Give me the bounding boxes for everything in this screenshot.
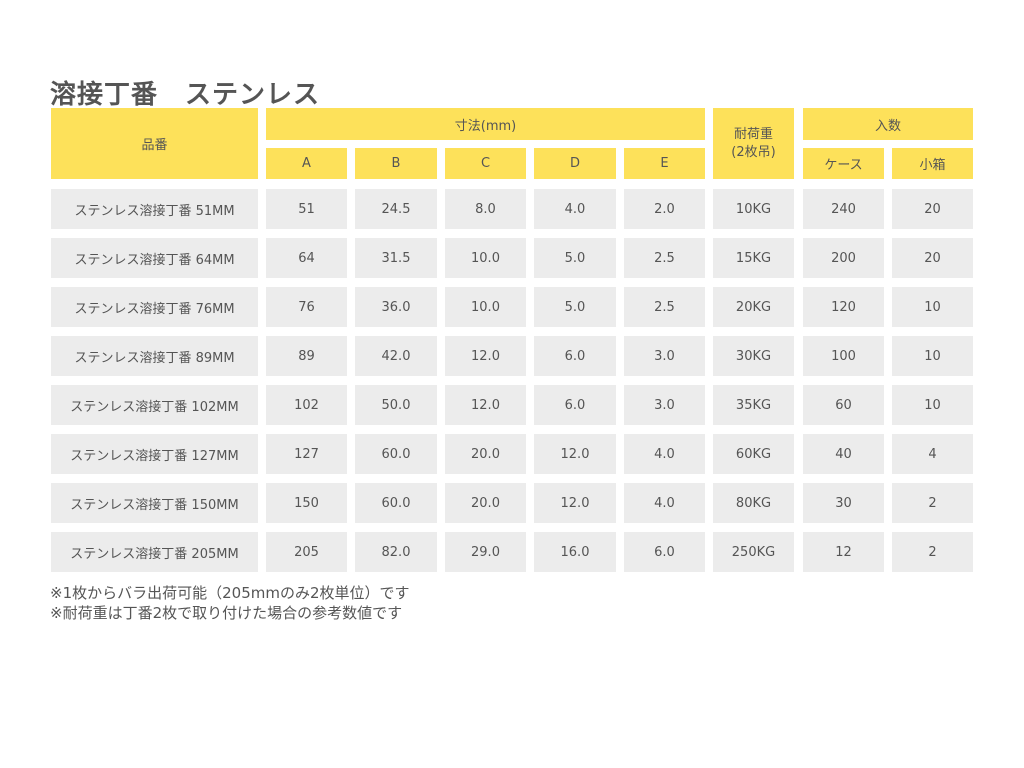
table-cell: 30KG bbox=[713, 336, 794, 376]
table-cell: 20.0 bbox=[445, 483, 526, 523]
table-cell: 60 bbox=[803, 385, 884, 425]
table-cell: 127 bbox=[266, 434, 347, 474]
table-cell: 3.0 bbox=[624, 336, 705, 376]
table-cell: 240 bbox=[803, 189, 884, 229]
table-cell: 20 bbox=[892, 189, 973, 229]
table-cell: ステンレス溶接丁番 150MM bbox=[51, 483, 258, 523]
table-cell: ステンレス溶接丁番 127MM bbox=[51, 434, 258, 474]
table-cell: 205 bbox=[266, 532, 347, 572]
header-load: 耐荷重 (2枚吊) bbox=[713, 108, 794, 179]
table-cell: 60.0 bbox=[355, 434, 437, 474]
table-cell: 12.0 bbox=[445, 336, 526, 376]
table-cell: 12.0 bbox=[534, 483, 616, 523]
table-cell: 76 bbox=[266, 287, 347, 327]
table-cell: 12.0 bbox=[534, 434, 616, 474]
note-load: ※耐荷重は丁番2枚で取り付けた場合の参考数値です bbox=[50, 604, 403, 622]
table-cell: 4.0 bbox=[534, 189, 616, 229]
header-dim-d: D bbox=[534, 148, 616, 179]
table-cell: 82.0 bbox=[355, 532, 437, 572]
table-cell: 89 bbox=[266, 336, 347, 376]
note-shipping: ※1枚からバラ出荷可能（205mmのみ2枚単位）です bbox=[50, 584, 410, 602]
table-cell: 15KG bbox=[713, 238, 794, 278]
header-part-no: 品番 bbox=[51, 108, 258, 179]
table-cell: 4 bbox=[892, 434, 973, 474]
header-qty-box: 小箱 bbox=[892, 148, 973, 179]
table-cell: 6.0 bbox=[534, 385, 616, 425]
table-cell: 12.0 bbox=[445, 385, 526, 425]
table-cell: 64 bbox=[266, 238, 347, 278]
table-cell: 10.0 bbox=[445, 287, 526, 327]
header-dimensions: 寸法(mm) bbox=[266, 108, 705, 140]
table-cell: 200 bbox=[803, 238, 884, 278]
table-cell: 150 bbox=[266, 483, 347, 523]
table-cell: 29.0 bbox=[445, 532, 526, 572]
table-cell: 2 bbox=[892, 483, 973, 523]
header-dim-b: B bbox=[355, 148, 437, 179]
table-cell: 2.5 bbox=[624, 287, 705, 327]
table-cell: 4.0 bbox=[624, 434, 705, 474]
table-cell: 35KG bbox=[713, 385, 794, 425]
table-cell: ステンレス溶接丁番 205MM bbox=[51, 532, 258, 572]
table-cell: 10 bbox=[892, 287, 973, 327]
header-quantity: 入数 bbox=[803, 108, 973, 140]
header-dim-c: C bbox=[445, 148, 526, 179]
table-cell: 10.0 bbox=[445, 238, 526, 278]
table-cell: 60KG bbox=[713, 434, 794, 474]
table-cell: ステンレス溶接丁番 76MM bbox=[51, 287, 258, 327]
table-cell: 5.0 bbox=[534, 287, 616, 327]
table-cell: 6.0 bbox=[624, 532, 705, 572]
table-cell: ステンレス溶接丁番 64MM bbox=[51, 238, 258, 278]
page-title: 溶接丁番 ステンレス bbox=[50, 80, 321, 110]
notes: ※1枚からバラ出荷可能（205mmのみ2枚単位）です ※耐荷重は丁番2枚で取り付… bbox=[50, 583, 410, 623]
table-cell: ステンレス溶接丁番 89MM bbox=[51, 336, 258, 376]
table-cell: 51 bbox=[266, 189, 347, 229]
table-cell: 20KG bbox=[713, 287, 794, 327]
table-cell: 80KG bbox=[713, 483, 794, 523]
table-cell: 100 bbox=[803, 336, 884, 376]
table-cell: ステンレス溶接丁番 51MM bbox=[51, 189, 258, 229]
table-cell: 60.0 bbox=[355, 483, 437, 523]
table-cell: 20.0 bbox=[445, 434, 526, 474]
table-cell: 10KG bbox=[713, 189, 794, 229]
table-cell: ステンレス溶接丁番 102MM bbox=[51, 385, 258, 425]
header-dim-e: E bbox=[624, 148, 705, 179]
table-cell: 5.0 bbox=[534, 238, 616, 278]
table-cell: 24.5 bbox=[355, 189, 437, 229]
table-cell: 42.0 bbox=[355, 336, 437, 376]
table-cell: 36.0 bbox=[355, 287, 437, 327]
table-cell: 4.0 bbox=[624, 483, 705, 523]
table-cell: 50.0 bbox=[355, 385, 437, 425]
table-cell: 40 bbox=[803, 434, 884, 474]
table-cell: 16.0 bbox=[534, 532, 616, 572]
table-cell: 31.5 bbox=[355, 238, 437, 278]
table-cell: 102 bbox=[266, 385, 347, 425]
table-cell: 10 bbox=[892, 336, 973, 376]
table-cell: 2 bbox=[892, 532, 973, 572]
table-cell: 8.0 bbox=[445, 189, 526, 229]
table-cell: 20 bbox=[892, 238, 973, 278]
table-cell: 2.0 bbox=[624, 189, 705, 229]
table-cell: 2.5 bbox=[624, 238, 705, 278]
table-cell: 120 bbox=[803, 287, 884, 327]
header-dim-a: A bbox=[266, 148, 347, 179]
table-cell: 250KG bbox=[713, 532, 794, 572]
table-cell: 3.0 bbox=[624, 385, 705, 425]
table-cell: 6.0 bbox=[534, 336, 616, 376]
header-qty-case: ケース bbox=[803, 148, 884, 179]
table-cell: 12 bbox=[803, 532, 884, 572]
table-cell: 30 bbox=[803, 483, 884, 523]
table-cell: 10 bbox=[892, 385, 973, 425]
